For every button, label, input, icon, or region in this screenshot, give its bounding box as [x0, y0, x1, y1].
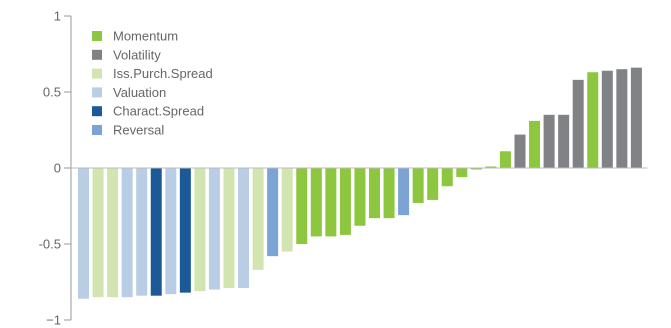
bars — [78, 67, 642, 299]
bar — [543, 114, 555, 168]
y-tick-label: -0.5 — [39, 237, 61, 252]
bar — [456, 168, 468, 178]
legend-label: Iss.Purch.Spread — [113, 66, 213, 81]
y-tick-label: 1 — [54, 9, 61, 24]
legend-label: Charact.Spread — [113, 104, 204, 119]
bar — [412, 168, 424, 203]
legend-swatch — [92, 68, 102, 79]
bar — [223, 168, 235, 289]
bar — [296, 168, 308, 244]
bar — [499, 151, 511, 168]
bar — [310, 168, 322, 237]
y-tick-label: 0 — [54, 161, 61, 176]
y-axis: 1 0.5 0 -0.5 −1 — [39, 9, 72, 328]
bar — [78, 168, 89, 299]
bar — [485, 166, 497, 168]
y-tick-label: −1 — [46, 313, 61, 328]
legend-label: Momentum — [113, 29, 178, 44]
bar — [427, 168, 439, 200]
bar — [601, 70, 613, 168]
bar — [383, 168, 395, 219]
bar — [398, 168, 410, 216]
legend-swatch — [92, 125, 102, 135]
bar — [150, 168, 162, 296]
legend-swatch — [92, 49, 102, 60]
bar — [267, 168, 279, 257]
legend-swatch — [92, 87, 102, 98]
bar — [529, 120, 541, 168]
bar — [587, 72, 599, 168]
bar — [470, 168, 482, 170]
bar — [281, 168, 293, 252]
bar — [107, 168, 119, 298]
bar — [572, 79, 584, 168]
legend: Momentum Volatility Iss.Purch.Spread Valuat… — [92, 29, 213, 138]
bar — [369, 168, 380, 219]
bar — [514, 134, 526, 168]
bar — [165, 168, 177, 295]
legend-label: Reversal — [113, 123, 164, 138]
bar — [194, 168, 206, 292]
bar — [616, 69, 628, 168]
bar — [179, 168, 191, 293]
bar — [208, 168, 220, 290]
bar — [121, 168, 133, 298]
legend-swatch — [92, 31, 102, 41]
bar — [136, 168, 148, 296]
legend-swatch — [92, 106, 102, 117]
bar — [325, 168, 337, 237]
bar — [558, 114, 570, 168]
y-tick-label: 0.5 — [43, 85, 61, 100]
bar — [354, 168, 366, 226]
bar — [92, 168, 104, 298]
bar — [339, 168, 351, 235]
bar — [252, 168, 264, 270]
bar — [441, 168, 453, 187]
bar — [238, 168, 250, 289]
legend-label: Valuation — [113, 85, 166, 100]
bar — [630, 67, 642, 168]
legend-label: Volatility — [113, 47, 161, 62]
